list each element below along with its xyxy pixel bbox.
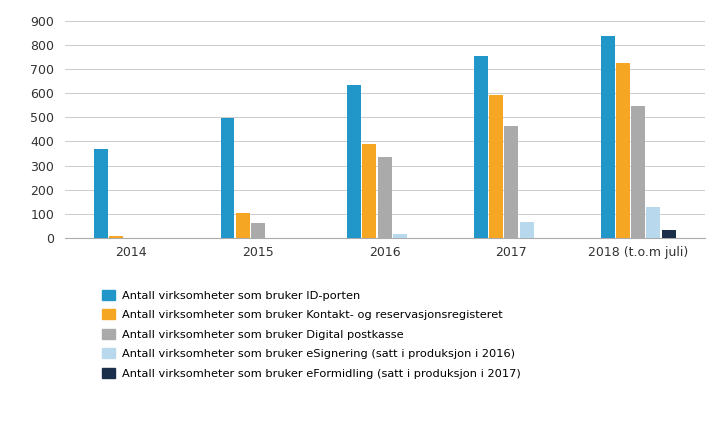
Bar xyxy=(631,106,645,238)
Bar xyxy=(661,230,676,238)
Bar xyxy=(347,85,361,238)
Bar xyxy=(362,144,377,238)
Bar xyxy=(377,157,392,238)
Bar xyxy=(520,221,533,238)
Bar xyxy=(489,96,503,238)
Bar xyxy=(393,234,407,238)
Bar xyxy=(646,207,660,238)
Bar xyxy=(616,63,630,238)
Bar xyxy=(601,36,615,238)
Legend: Antall virksomheter som bruker ID-porten, Antall virksomheter som bruker Kontakt: Antall virksomheter som bruker ID-porten… xyxy=(102,289,521,379)
Bar xyxy=(474,56,488,238)
Bar xyxy=(221,118,234,238)
Bar xyxy=(505,126,518,238)
Bar xyxy=(236,212,249,238)
Bar xyxy=(251,223,265,238)
Bar xyxy=(93,149,108,238)
Bar xyxy=(109,235,123,238)
